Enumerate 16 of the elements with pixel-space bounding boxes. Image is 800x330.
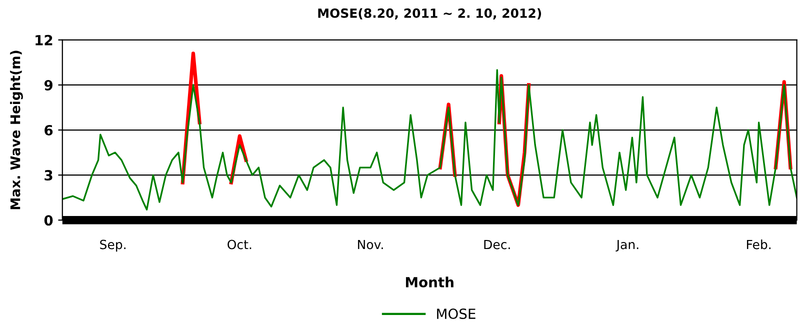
x-tick-label: Jan. xyxy=(616,240,638,252)
y-tick-label: 3 xyxy=(44,170,52,181)
y-tick-label: 12 xyxy=(36,34,52,46)
x-tick-label: Nov. xyxy=(358,240,383,250)
legend-label: MOSE xyxy=(437,308,476,320)
x-tick-label: Sep. xyxy=(100,240,126,252)
chart-title: MOSE(8.20, 2011 ~ 2. 10, 2012) xyxy=(318,8,542,20)
y-tick-label: 0 xyxy=(44,215,53,226)
y-tick-label: 6 xyxy=(44,125,53,136)
x-axis-title: Month xyxy=(406,276,454,288)
line-series xyxy=(62,69,797,210)
x-tick-label: Feb. xyxy=(746,240,771,250)
y-tick-label: 9 xyxy=(44,80,52,90)
x-tick-label: Dec. xyxy=(484,240,510,250)
y-axis-title: Max. Wave Height(m) xyxy=(10,50,23,210)
x-tick-label: Oct. xyxy=(228,240,252,250)
